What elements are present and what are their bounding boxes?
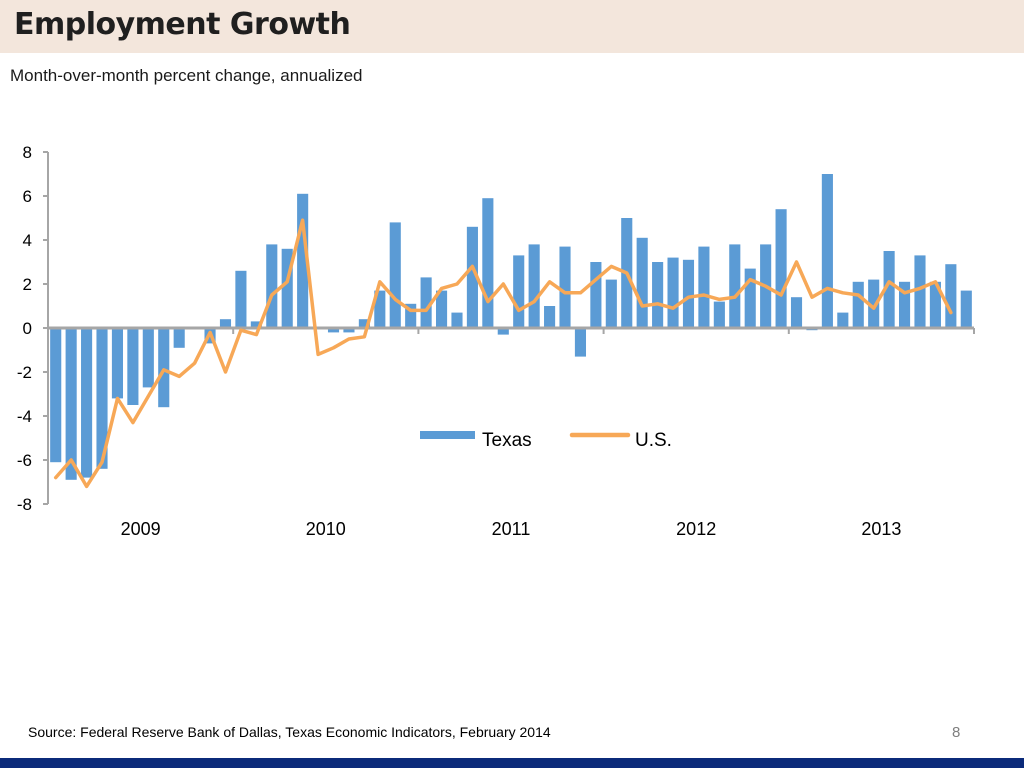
texas-bar	[744, 268, 756, 328]
texas-bar	[173, 328, 185, 348]
texas-bar	[729, 244, 741, 328]
texas-bar	[652, 262, 664, 328]
texas-bar	[544, 306, 556, 328]
y-tick-label: 4	[23, 231, 32, 250]
texas-bar	[713, 301, 725, 328]
y-tick-label: 2	[23, 275, 32, 294]
texas-bar	[158, 328, 170, 408]
texas-bar	[142, 328, 154, 388]
employment-chart: 8 6 4 2 0 -2 -4 -6 -8 2009 2010 2011 2012 2013 Texas U.…	[17, 143, 975, 539]
texas-bar	[883, 251, 895, 328]
texas-bar	[358, 319, 370, 328]
texas-bar	[497, 328, 509, 335]
texas-bar	[513, 255, 525, 328]
texas-bar	[297, 193, 309, 328]
texas-bar	[50, 328, 62, 463]
texas-bar	[559, 246, 571, 328]
texas-bar	[420, 277, 432, 328]
texas-bar	[127, 328, 139, 405]
footer-bar	[0, 758, 1024, 768]
page-number: 8	[952, 724, 961, 741]
source-note: Source: Federal Reserve Bank of Dallas, …	[28, 724, 551, 740]
texas-bar	[528, 244, 540, 328]
texas-bar	[775, 209, 787, 328]
legend-us-label: U.S.	[635, 430, 672, 451]
texas-bar	[790, 297, 803, 328]
texas-bar	[343, 328, 355, 333]
texas-bar	[960, 290, 972, 328]
texas-bar	[451, 312, 463, 328]
page-title: Employment Growth	[14, 7, 351, 42]
texas-bar	[945, 264, 957, 328]
texas-bar	[266, 244, 278, 328]
year-label: 2010	[306, 519, 346, 539]
texas-bar	[929, 281, 941, 328]
texas-bar	[682, 259, 695, 328]
texas-bar	[219, 319, 232, 328]
texas-bar	[81, 328, 93, 478]
y-tick-label: -8	[17, 495, 32, 514]
texas-bar	[898, 281, 911, 328]
texas-bar	[111, 328, 124, 399]
texas-bar	[852, 281, 864, 328]
texas-bar	[65, 328, 77, 480]
texas-bar	[405, 303, 417, 328]
year-label: 2012	[676, 519, 716, 539]
texas-bar	[667, 257, 679, 328]
texas-bar	[821, 174, 833, 328]
title-bar: Employment Growth	[0, 0, 1024, 53]
y-tick-label: -4	[17, 407, 32, 426]
chart-subtitle: Month-over-month percent change, annuali…	[10, 66, 363, 85]
texas-bar	[605, 279, 617, 328]
texas-bar	[466, 226, 478, 328]
year-label: 2013	[861, 519, 901, 539]
y-tick-label: 8	[23, 143, 32, 162]
texas-bar	[374, 290, 386, 328]
texas-bar	[590, 262, 602, 328]
texas-bar	[96, 328, 108, 469]
y-tick-label: 0	[23, 319, 32, 338]
texas-bar	[281, 248, 293, 328]
texas-bar	[327, 328, 340, 333]
texas-bar	[574, 328, 587, 357]
texas-bar	[868, 279, 880, 328]
us-line	[53, 218, 953, 489]
texas-bar	[482, 198, 494, 328]
texas-bar	[235, 270, 247, 328]
texas-bar	[250, 321, 262, 328]
year-label: 2009	[121, 519, 161, 539]
texas-bar	[837, 312, 849, 328]
y-tick-label: -2	[17, 363, 32, 382]
texas-bar	[435, 290, 448, 328]
year-label: 2011	[492, 519, 531, 539]
texas-bar	[914, 255, 926, 328]
texas-bar	[698, 246, 710, 328]
y-tick-label: -6	[17, 451, 32, 470]
texas-bar	[636, 237, 648, 328]
legend-texas-label: Texas	[482, 430, 532, 451]
y-tick-label: 6	[23, 187, 32, 206]
texas-bar	[389, 222, 401, 328]
